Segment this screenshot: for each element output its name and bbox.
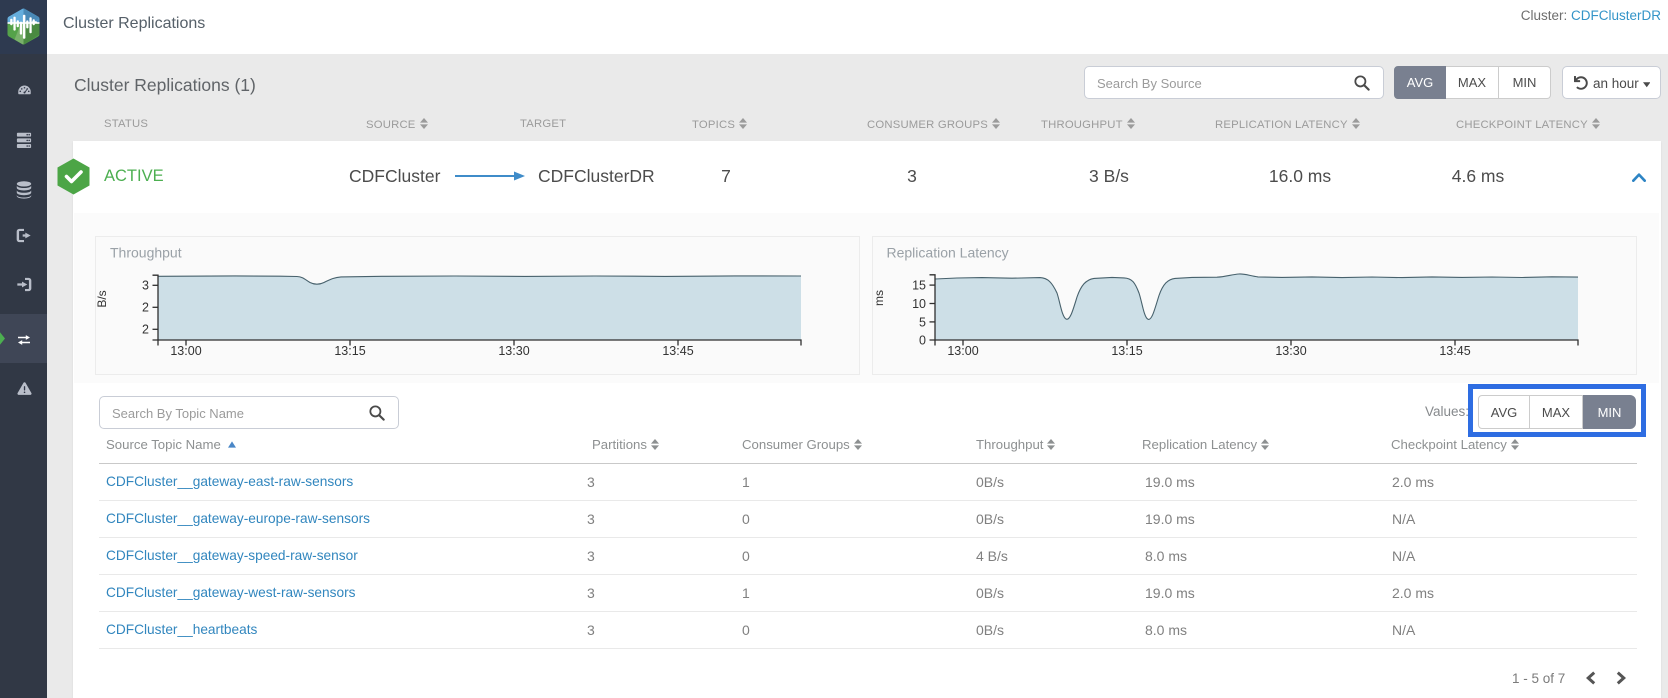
svg-text:10: 10 xyxy=(912,297,926,311)
svg-text:13:30: 13:30 xyxy=(498,344,529,358)
svg-text:13:30: 13:30 xyxy=(1275,344,1306,358)
svg-text:ms: ms xyxy=(872,290,886,306)
svg-text:0: 0 xyxy=(919,333,926,347)
svg-text:2: 2 xyxy=(142,301,149,315)
svg-text:15: 15 xyxy=(912,279,926,293)
svg-text:5: 5 xyxy=(919,315,926,329)
svg-text:13:15: 13:15 xyxy=(334,344,365,358)
svg-text:Replication Latency: Replication Latency xyxy=(887,245,1009,261)
svg-text:B/s: B/s xyxy=(95,290,109,307)
svg-text:13:15: 13:15 xyxy=(1111,344,1142,358)
svg-text:2: 2 xyxy=(142,323,149,337)
svg-text:Throughput: Throughput xyxy=(110,245,182,261)
svg-text:13:45: 13:45 xyxy=(1439,344,1470,358)
svg-text:13:45: 13:45 xyxy=(662,344,693,358)
svg-text:13:00: 13:00 xyxy=(947,344,978,358)
svg-text:13:00: 13:00 xyxy=(170,344,201,358)
svg-text:3: 3 xyxy=(142,279,149,293)
